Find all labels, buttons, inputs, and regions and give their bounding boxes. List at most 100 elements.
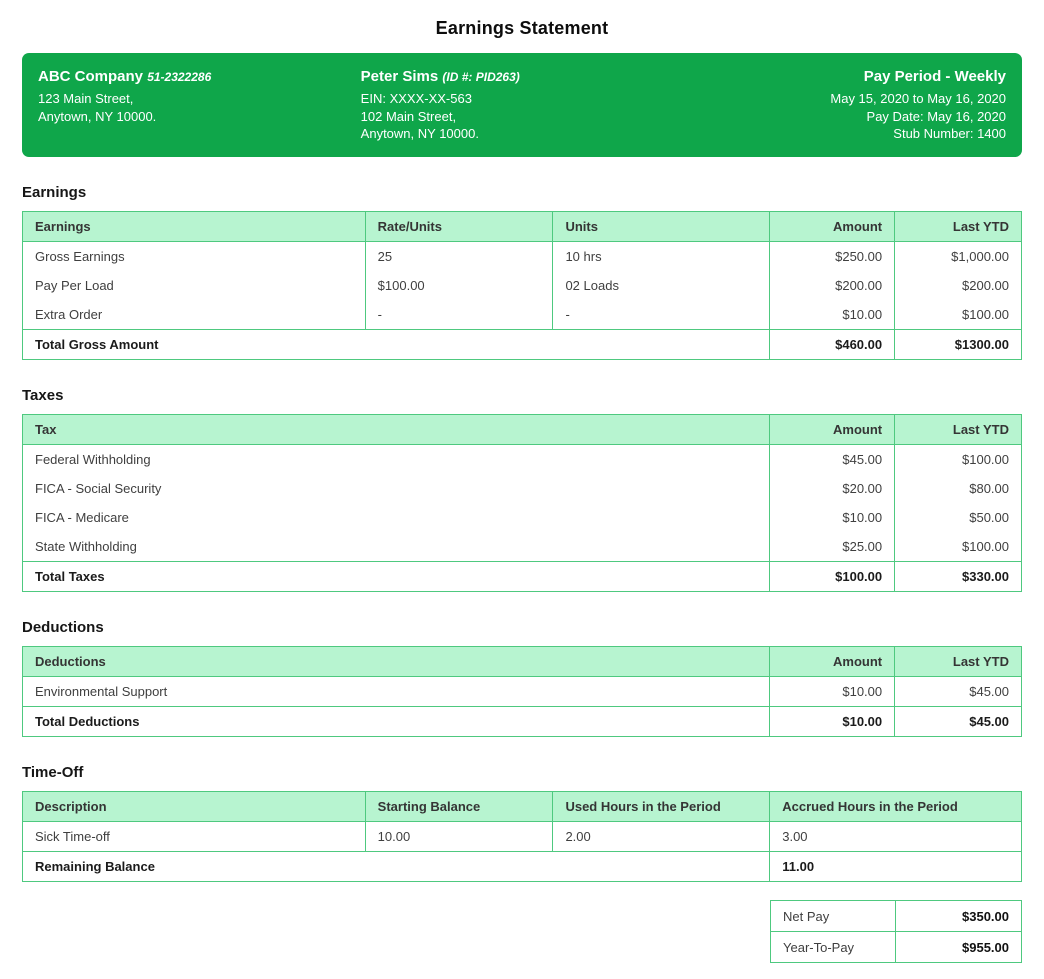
column-header: Deductions [21, 646, 771, 677]
table-row: Federal Withholding $45.00 $100.00 [21, 444, 1022, 474]
ytd-pay-row: Year-To-Pay $955.00 [770, 931, 1022, 963]
table-cell: FICA - Medicare [21, 503, 771, 532]
table-cell: - [552, 300, 771, 330]
table-cell: $10.00 [769, 300, 896, 330]
table-cell: FICA - Social Security [21, 474, 771, 503]
pay-period-info: Pay Period - Weekly May 15, 2020 to May … [683, 68, 1006, 143]
total-amount: $460.00 [769, 329, 896, 360]
table-cell: 02 Loads [552, 271, 771, 300]
table-row: Gross Earnings 25 10 hrs $250.00 $1,000.… [22, 241, 1022, 271]
deductions-total-row: Total Deductions $10.00 $45.00 [21, 706, 1022, 737]
timeoff-section-heading: Time-Off [22, 764, 84, 781]
total-amount: $10.00 [769, 706, 896, 737]
table-header-row: Deductions Amount Last YTD [21, 646, 1022, 677]
company-address-2: Anytown, NY 10000. [38, 108, 157, 124]
table-header-row: Tax Amount Last YTD [21, 414, 1022, 445]
column-header: Amount [769, 646, 896, 677]
company-address-1: 123 Main Street, [38, 91, 134, 106]
taxes-table: Tax Amount Last YTD Federal Withholding … [21, 414, 1022, 592]
table-cell: $80.00 [894, 474, 1022, 503]
table-row: State Withholding $25.00 $100.00 [21, 532, 1022, 562]
column-header: Starting Balance [364, 791, 554, 822]
table-row: Environmental Support $10.00 $45.00 [21, 676, 1022, 707]
timeoff-total-row: Remaining Balance 11.00 [21, 851, 1022, 882]
deductions-section-heading: Deductions [22, 619, 104, 636]
column-header: Description [22, 791, 366, 822]
pay-period-title: Pay Period - Weekly [863, 68, 1007, 85]
column-header: Tax [21, 414, 771, 445]
net-pay-label: Net Pay [770, 900, 896, 932]
total-amount: $100.00 [769, 561, 896, 592]
table-cell: $100.00 [364, 271, 554, 300]
pay-period-range: May 15, 2020 to May 16, 2020 [830, 91, 1007, 106]
employee-info: Peter Sims (ID #: PID263) EIN: XXXX-XX-5… [361, 68, 684, 143]
column-header: Earnings [22, 211, 366, 242]
company-info: ABC Company 51-2322286 123 Main Street, … [38, 68, 361, 143]
column-header: Last YTD [894, 414, 1022, 445]
pay-date: Pay Date: May 16, 2020 [866, 108, 1007, 124]
ytd-pay-label: Year-To-Pay [770, 931, 896, 963]
stub-number: Stub Number: 1400 [893, 126, 1007, 141]
company-tax-id: 51-2322286 [147, 70, 212, 84]
table-cell: State Withholding [21, 532, 771, 562]
total-label: Remaining Balance [21, 851, 771, 882]
column-header: Amount [769, 211, 896, 242]
total-ytd: $45.00 [894, 706, 1022, 737]
table-cell: $50.00 [894, 503, 1022, 532]
total-label: Total Deductions [21, 706, 771, 737]
column-header: Last YTD [894, 211, 1022, 242]
table-row: Pay Per Load $100.00 02 Loads $200.00 $2… [22, 271, 1022, 300]
employee-name-line: Peter Sims (ID #: PID263) [361, 68, 684, 85]
table-cell: $1,000.00 [894, 241, 1022, 271]
table-cell: $20.00 [769, 474, 896, 503]
total-ytd: $330.00 [894, 561, 1022, 592]
table-row: Sick Time-off 10.00 2.00 3.00 [22, 821, 1022, 852]
employee-id: (ID #: PID263) [442, 70, 520, 84]
net-pay-row: Net Pay $350.00 [770, 900, 1022, 932]
taxes-section-heading: Taxes [22, 387, 64, 404]
table-cell: $25.00 [769, 532, 896, 562]
table-header-row: Earnings Rate/Units Units Amount Last YT… [22, 211, 1022, 242]
table-cell: Extra Order [22, 300, 366, 330]
table-cell: $10.00 [769, 503, 896, 532]
company-name-line: ABC Company 51-2322286 [38, 68, 361, 85]
ytd-pay-value: $955.00 [895, 931, 1022, 963]
company-name: ABC Company [38, 68, 144, 85]
table-cell: $100.00 [894, 532, 1022, 562]
table-row: FICA - Medicare $10.00 $50.00 [21, 503, 1022, 532]
earnings-section-heading: Earnings [22, 184, 87, 201]
table-cell: $10.00 [769, 676, 896, 707]
earnings-total-row: Total Gross Amount $460.00 $1300.00 [21, 329, 1022, 360]
table-row: FICA - Social Security $20.00 $80.00 [21, 474, 1022, 503]
column-header: Units [552, 211, 771, 242]
table-cell: $45.00 [894, 676, 1022, 707]
employee-address-2: Anytown, NY 10000. [360, 126, 479, 141]
timeoff-table: Description Starting Balance Used Hours … [21, 791, 1022, 882]
table-cell: 10 hrs [552, 241, 771, 271]
total-label: Total Taxes [21, 561, 771, 592]
table-row: Extra Order - - $10.00 $100.00 [22, 300, 1022, 330]
deductions-table: Deductions Amount Last YTD Environmental… [21, 646, 1022, 737]
total-label: Total Gross Amount [21, 329, 771, 360]
table-cell: $45.00 [769, 444, 896, 474]
table-cell: $250.00 [769, 241, 896, 271]
net-pay-value: $350.00 [895, 900, 1022, 932]
earnings-table: Earnings Rate/Units Units Amount Last YT… [21, 211, 1022, 360]
column-header: Amount [769, 414, 896, 445]
table-cell: Gross Earnings [22, 241, 366, 271]
table-cell: 10.00 [364, 821, 554, 852]
table-cell: Environmental Support [21, 676, 771, 707]
table-cell: $200.00 [769, 271, 896, 300]
table-cell: Federal Withholding [21, 444, 771, 474]
table-cell: 3.00 [769, 821, 1022, 852]
statement-header-banner: ABC Company 51-2322286 123 Main Street, … [22, 53, 1022, 157]
table-cell: 25 [364, 241, 554, 271]
employee-address-1: 102 Main Street, [360, 108, 457, 124]
column-header: Used Hours in the Period [552, 791, 771, 822]
total-value: 11.00 [769, 851, 1022, 882]
table-cell: Pay Per Load [22, 271, 366, 300]
table-cell: $100.00 [894, 444, 1022, 474]
column-header: Rate/Units [364, 211, 554, 242]
table-cell: 2.00 [552, 821, 771, 852]
